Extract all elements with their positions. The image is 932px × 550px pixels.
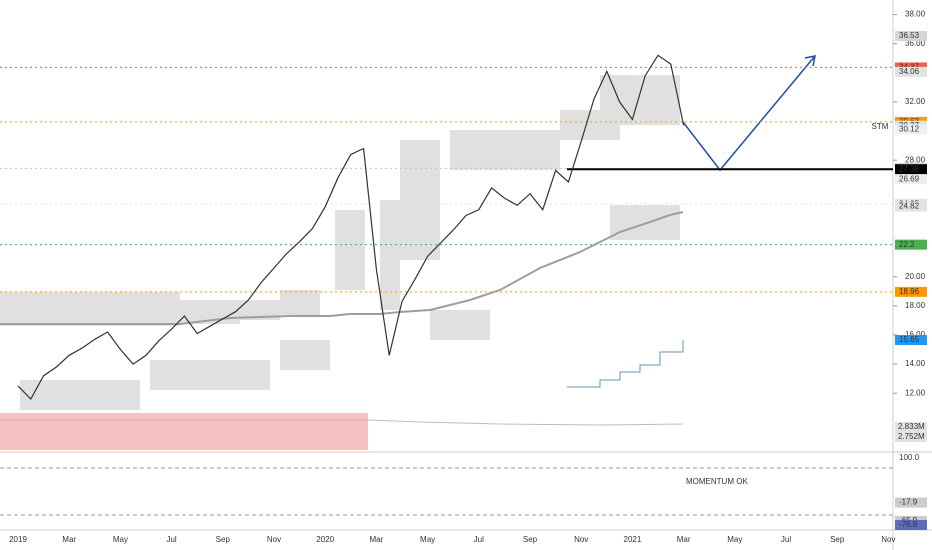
arrow-head: [804, 55, 816, 67]
x-tick-label: 2019: [9, 535, 27, 544]
price-label-box: [895, 164, 927, 175]
price-label-box: [895, 30, 927, 41]
y-tick-label: 18.00: [905, 301, 926, 310]
price-label: 22.2: [899, 240, 915, 249]
x-tick-label: Nov: [574, 535, 588, 544]
osc-label: -76.8: [899, 520, 918, 529]
volume-ma: [0, 419, 684, 426]
symbol: STM: [872, 122, 889, 131]
price-label: 18.96: [899, 287, 920, 296]
volume-label: 2.833M: [898, 422, 925, 431]
cloud: [0, 75, 680, 410]
osc-label-box: [895, 519, 927, 530]
y-tick-label: 12.00: [905, 388, 926, 397]
osc-label-box: [895, 452, 927, 463]
step-line-blue: [567, 340, 684, 388]
price-line: [17, 54, 685, 400]
x-tick-label: Jul: [166, 535, 176, 544]
osc-label-box: [895, 497, 927, 508]
x-tick-label: Mar: [62, 535, 76, 544]
y-tick-label: 14.00: [905, 359, 926, 368]
x-tick-label: May: [420, 535, 435, 544]
price-label: 34.06: [899, 67, 920, 76]
x-tick-label: May: [727, 535, 742, 544]
price-label-box: [895, 66, 927, 77]
x-tick-label: Sep: [523, 535, 538, 544]
x-tick-label: Nov: [267, 535, 281, 544]
annotation: MOMENTUM OK: [686, 477, 748, 486]
volume-label: 2.752M: [898, 432, 925, 441]
price-label-box: [895, 239, 927, 250]
osc-label: 100.0: [899, 453, 920, 462]
x-tick-label: 2021: [624, 535, 642, 544]
y-tick-label: 36.00: [905, 39, 926, 48]
price-label: 27.38: [899, 164, 920, 173]
price-label: 15.65: [899, 335, 920, 344]
price-label-box: [895, 201, 927, 212]
volume-label-box: [895, 422, 927, 432]
price-label: 24.82: [899, 202, 920, 211]
price-label-box: [895, 124, 927, 135]
volume-label-box: [895, 432, 927, 442]
y-tick-label: 32.00: [905, 97, 926, 106]
volume-zone: [0, 413, 368, 450]
y-tick-label: 16.00: [905, 330, 926, 339]
x-tick-label: May: [113, 535, 128, 544]
price-label: 30.12: [899, 124, 920, 133]
x-tick-label: 2020: [316, 535, 334, 544]
osc-label: -17.9: [899, 498, 918, 507]
x-tick-label: Nov: [881, 535, 895, 544]
price-label-box: [895, 174, 927, 185]
x-tick-label: Jul: [474, 535, 484, 544]
price-label: 36.53: [899, 31, 920, 40]
price-label-box: [895, 335, 927, 346]
y-tick-label: 20.00: [905, 272, 926, 281]
step-line: [0, 211, 684, 325]
x-tick-label: Jul: [781, 535, 791, 544]
x-tick-label: Mar: [677, 535, 691, 544]
x-tick-label: Mar: [370, 535, 384, 544]
x-tick-label: Sep: [216, 535, 231, 544]
price-label-box: [895, 286, 927, 297]
price-label: 26.69: [899, 174, 920, 183]
y-tick-label: 38.00: [905, 10, 926, 19]
y-tick-label: 28.00: [905, 155, 926, 164]
x-tick-label: Sep: [830, 535, 845, 544]
